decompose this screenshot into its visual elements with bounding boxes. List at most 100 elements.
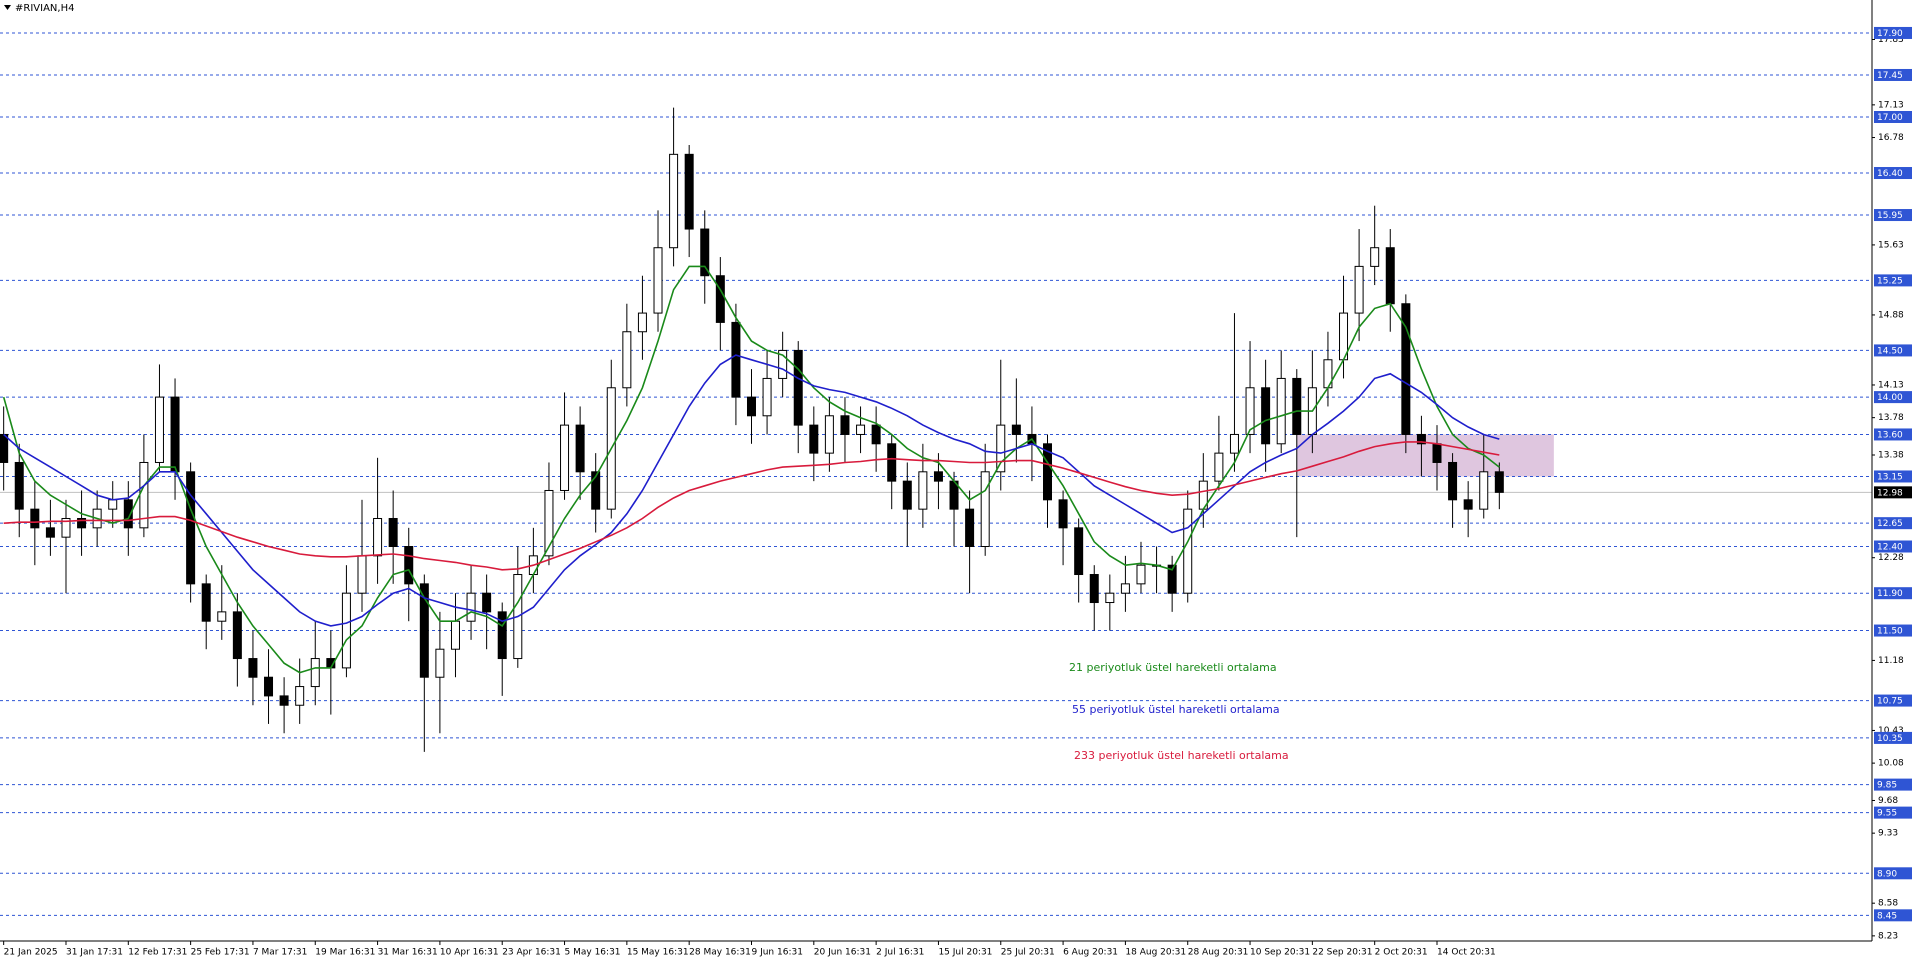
candle-body	[1448, 461, 1458, 501]
moving-average-line	[2, 265, 1500, 674]
candle-body	[637, 312, 647, 333]
level-label-box	[1874, 274, 1912, 287]
candle-body	[279, 695, 289, 706]
candle-body	[1167, 564, 1177, 594]
level-label-box	[1874, 391, 1912, 404]
candle-body	[715, 275, 725, 323]
candle-body	[170, 396, 180, 473]
level-label: 10.35	[1877, 734, 1903, 744]
candle-body	[809, 424, 819, 454]
candle-body	[108, 499, 118, 510]
level-label-box	[1874, 26, 1912, 39]
level-label: 13.15	[1877, 472, 1903, 482]
candle-body	[1214, 452, 1224, 482]
candle-body	[544, 489, 554, 557]
level-label: 16.40	[1877, 169, 1903, 179]
level-label-box	[1874, 867, 1912, 880]
candle-body	[466, 592, 476, 622]
x-tick-label: 5 May 16:31	[565, 948, 621, 958]
x-tick-label: 15 Jul 20:31	[938, 948, 992, 958]
level-label-box	[1874, 694, 1912, 707]
level-label-box	[1874, 806, 1912, 819]
x-tick-label: 15 May 16:31	[627, 948, 689, 958]
x-tick-label: 25 Feb 17:31	[191, 948, 250, 958]
level-label: 17.45	[1877, 71, 1903, 81]
y-tick-label: 13.38	[1878, 451, 1904, 461]
candle-body	[996, 424, 1006, 473]
y-tick-label: 12.28	[1878, 553, 1904, 563]
level-label-box	[1874, 428, 1912, 441]
x-tick-label: 25 Jul 20:31	[1001, 948, 1055, 958]
x-tick-label: 2 Jul 16:31	[876, 948, 924, 958]
candle-body	[45, 527, 55, 538]
x-tick-label: 10 Apr 16:31	[440, 948, 499, 958]
candle-body	[560, 424, 570, 491]
y-tick-label: 17.13	[1878, 100, 1904, 110]
candle-body	[186, 471, 196, 585]
candle-body	[746, 396, 756, 417]
candle-body	[1432, 443, 1442, 463]
y-tick-label: 16.78	[1878, 133, 1904, 143]
candle-body	[373, 517, 383, 557]
level-label-box	[1874, 470, 1912, 483]
candle-body	[591, 471, 601, 510]
candle-body	[1416, 433, 1426, 445]
moving-average-line	[3, 354, 1500, 627]
candle-body	[902, 480, 912, 510]
candle-body	[1120, 583, 1130, 594]
candle-body	[450, 620, 460, 650]
candle-body	[30, 508, 40, 529]
y-tick-label: 13.78	[1878, 413, 1904, 423]
y-tick-label: 8.58	[1878, 899, 1898, 909]
candle-body	[1479, 471, 1489, 510]
level-label-box	[1874, 540, 1912, 553]
level-label-box	[1874, 587, 1912, 600]
candle-body	[1385, 247, 1395, 305]
x-tick-label: 19 Mar 16:31	[315, 948, 375, 958]
level-label: 10.75	[1877, 697, 1903, 707]
symbol-menu-icon[interactable]	[4, 5, 11, 10]
y-tick-label: 9.68	[1878, 796, 1898, 806]
candle-body	[1494, 471, 1504, 493]
candle-body	[497, 611, 507, 660]
level-label: 9.55	[1877, 809, 1897, 819]
candle-body	[248, 658, 258, 678]
legend-entry: 233 periyotluk üstel hareketli ortalama	[1074, 749, 1289, 762]
candle-body	[684, 153, 694, 230]
x-tick-label: 12 Feb 17:31	[128, 948, 187, 958]
legend-entry: 21 periyotluk üstel hareketli ortalama	[1069, 661, 1277, 674]
candle-body	[123, 499, 133, 529]
y-tick-label: 11.18	[1878, 656, 1904, 666]
candle-body	[669, 153, 679, 249]
legend-entry: 55 periyotluk üstel hareketli ortalama	[1072, 703, 1280, 716]
candle-body	[435, 648, 445, 678]
level-label-box	[1874, 517, 1912, 530]
candle-body	[341, 592, 351, 669]
candle-body	[1058, 499, 1068, 529]
level-label-box	[1874, 209, 1912, 222]
candle-body	[1292, 377, 1302, 435]
level-label: 8.45	[1877, 911, 1897, 921]
candle-body	[980, 471, 990, 548]
candle-body	[731, 321, 741, 398]
x-tick-label: 14 Oct 20:31	[1437, 948, 1496, 958]
candle-body	[1276, 377, 1286, 445]
level-label: 14.50	[1877, 346, 1903, 356]
candle-body	[575, 424, 585, 473]
candle-body	[1354, 265, 1364, 314]
candle-body	[388, 517, 398, 548]
x-tick-label: 22 Sep 20:31	[1312, 948, 1372, 958]
candle-body	[232, 611, 242, 660]
level-label: 8.90	[1877, 869, 1897, 879]
candle-body	[653, 247, 663, 314]
candle-body	[154, 396, 164, 463]
x-tick-label: 9 Jun 16:31	[751, 948, 802, 958]
level-label: 9.85	[1877, 781, 1897, 791]
y-tick-label: 14.13	[1878, 380, 1904, 390]
level-label-box	[1874, 624, 1912, 637]
candle-body	[1043, 443, 1053, 501]
candle-body	[1089, 574, 1099, 604]
x-tick-label: 31 Mar 16:31	[378, 948, 438, 958]
candle-body	[482, 592, 492, 613]
